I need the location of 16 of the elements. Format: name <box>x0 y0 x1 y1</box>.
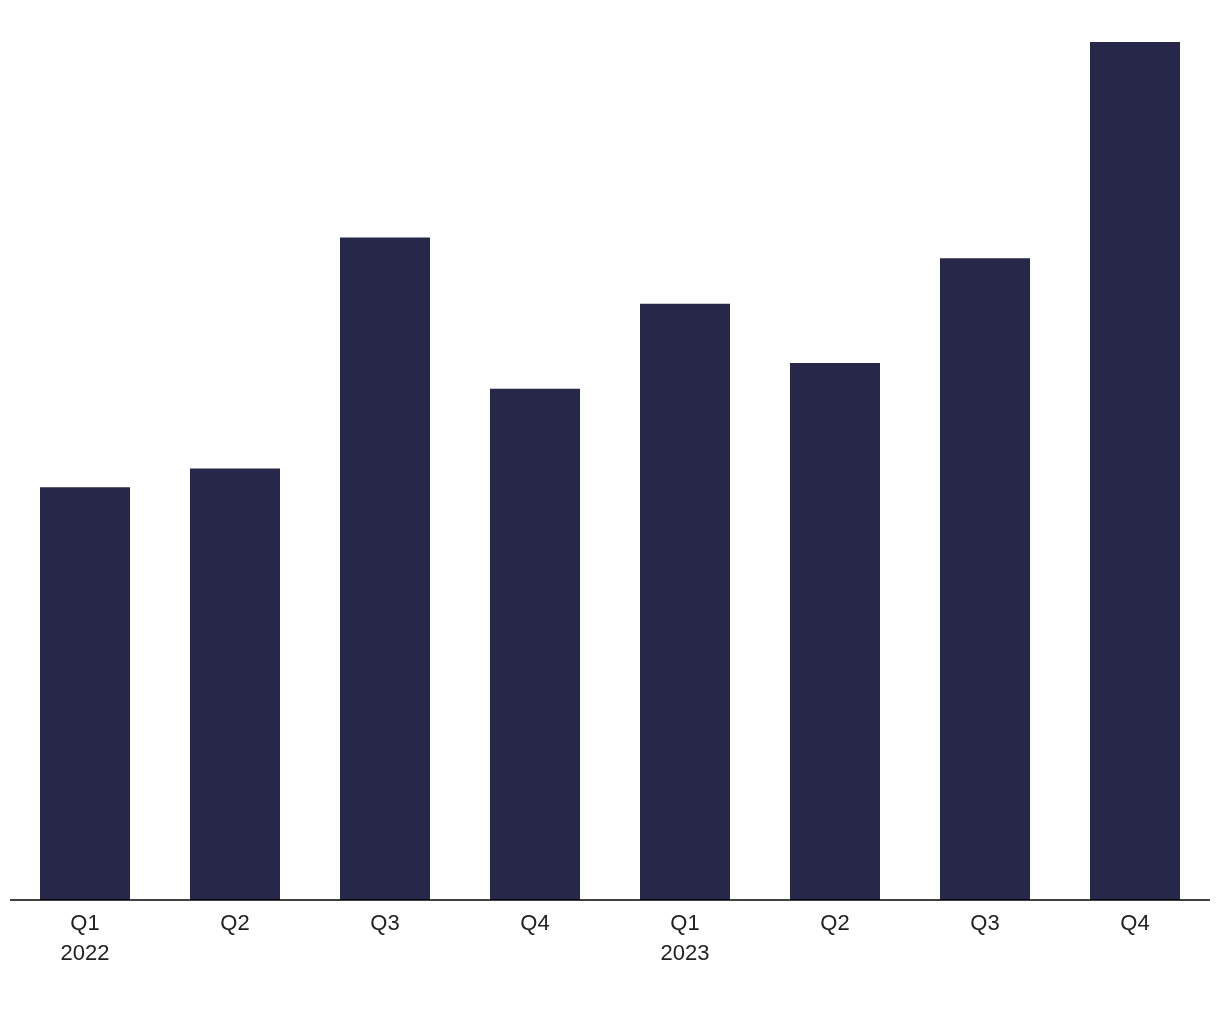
x-tick-label: Q3 <box>370 910 400 935</box>
bar <box>190 468 280 900</box>
x-tick-label: Q2 <box>220 910 250 935</box>
bar <box>40 487 130 900</box>
bar <box>1090 42 1180 900</box>
bar <box>490 388 580 900</box>
x-tick-label: Q1 2022 <box>60 910 110 965</box>
x-tick-label: Q3 <box>970 910 1000 935</box>
x-tick-label: Q4 <box>520 910 550 935</box>
x-tick-label: Q2 <box>820 910 850 935</box>
bar <box>340 237 430 900</box>
bar <box>640 303 730 900</box>
x-tick-label: Q4 <box>1120 910 1150 935</box>
bar <box>940 258 1030 900</box>
x-tick-label: Q1 2023 <box>660 910 710 965</box>
bar <box>790 362 880 900</box>
